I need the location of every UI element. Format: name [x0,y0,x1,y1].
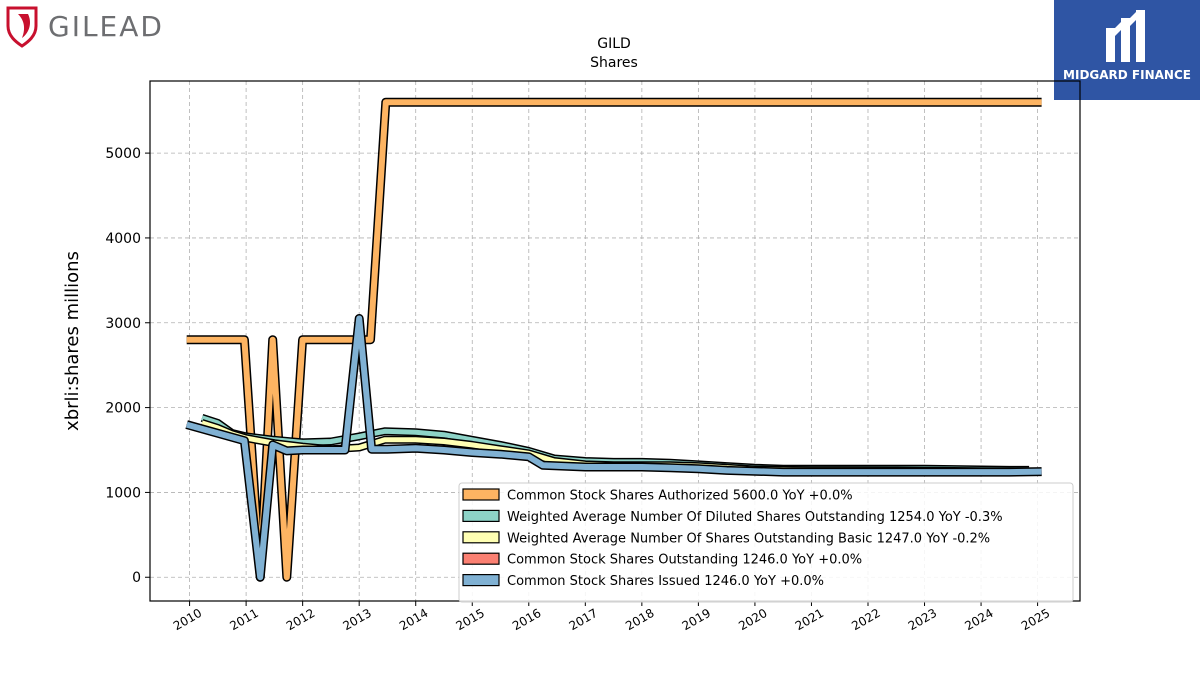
x-tick-label: 2024 [962,606,995,633]
y-tick-label: 2000 [105,401,141,417]
midgard-emblem-icon [1106,10,1145,62]
legend-swatch [462,509,500,522]
legend-label: Weighted Average Number Of Diluted Share… [507,510,1003,525]
gilead-wordmark: GILEAD [48,10,164,43]
legend-box [458,482,1074,603]
y-axis: 0 1000 2000 3000 4000 5000 [105,146,150,586]
x-tick-label: 2019 [680,606,713,633]
x-tick-label: 2023 [906,606,939,633]
chart-subtitle: Shares [590,55,638,71]
legend: Common Stock Shares Authorized 5600.0 Yo… [458,482,1074,603]
x-tick-label: 2013 [340,606,373,633]
legend-label: Common Stock Shares Authorized 5600.0 Yo… [507,489,853,504]
midgard-finance-logo: MIDGARD FINANCE [1054,0,1200,100]
legend-swatch [462,552,500,565]
x-tick-label: 2016 [510,606,543,633]
series-line [186,99,1042,581]
x-tick-label: 2010 [171,606,204,633]
legend-swatch [462,531,500,544]
y-tick-label: 1000 [105,485,141,501]
x-tick-label: 2018 [623,606,656,633]
x-axis: 2010 2011 2012 2013 2014 2015 2016 2017 2018 2019… [171,601,1052,633]
y-tick-label: 3000 [105,316,141,332]
legend-label: Common Stock Shares Outstanding 1246.0 Y… [507,553,862,568]
y-axis-label: xbrli:shares millions [62,251,83,431]
x-tick-label: 2014 [397,606,430,633]
legend-swatch [462,573,500,587]
x-tick-label: 2017 [567,606,600,633]
x-tick-label: 2020 [736,606,769,633]
x-tick-label: 2011 [227,606,260,633]
legend-swatch [462,488,500,501]
y-tick-label: 5000 [105,146,141,162]
chart-title: GILD [597,36,631,52]
series-group [185,97,1042,582]
series-line [185,315,1042,581]
y-tick-label: 4000 [105,231,141,247]
legend-label: Common Stock Shares Issued 1246.0 YoY +0… [507,574,824,589]
gilead-logo: GILEAD [4,4,164,48]
series-0 [186,97,1042,582]
x-tick-label: 2022 [849,606,882,633]
midgard-wordmark: MIDGARD FINANCE [1063,68,1191,82]
gilead-shield-icon [6,6,38,48]
x-tick-label: 2015 [454,606,487,633]
x-tick-label: 2012 [284,606,317,633]
series-4 [185,314,1042,582]
x-tick-label: 2021 [793,606,826,633]
legend-label: Weighted Average Number Of Shares Outsta… [507,531,990,546]
y-tick-label: 0 [132,570,141,586]
x-tick-label: 2025 [1019,606,1052,633]
